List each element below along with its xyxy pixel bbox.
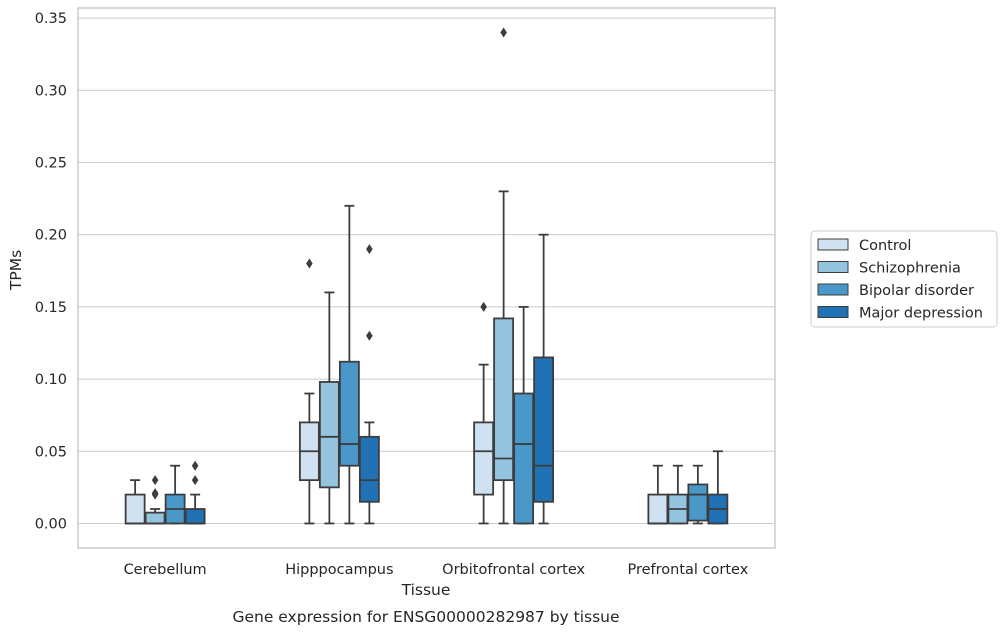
legend-item: Major depression	[817, 306, 983, 322]
chart-caption: Gene expression for ENSG00000282987 by t…	[232, 608, 619, 626]
legend: Control Schizophrenia Bipolar disorder Majo…	[810, 230, 998, 328]
y-tick-label: 0.30	[35, 83, 67, 99]
legend-item: Control	[817, 238, 911, 254]
outlier-point	[151, 488, 159, 499]
y-tick-label: 0.05	[35, 444, 67, 460]
legend-frame	[810, 230, 998, 328]
box-bipolar-disorder	[513, 305, 535, 525]
legend-label: Bipolar disorder	[859, 283, 974, 299]
legend-swatch	[817, 261, 849, 273]
legend-swatch	[817, 283, 849, 296]
box-major-depression	[533, 233, 555, 525]
y-tick-label: 0.15	[35, 300, 67, 316]
outlier-point	[480, 301, 487, 312]
y-tick-label: 0.25	[35, 155, 67, 171]
box-schizophrenia	[667, 464, 689, 525]
x-tick-label: Prefrontal cortex	[627, 562, 748, 578]
legend-swatch	[817, 238, 849, 251]
box-body	[358, 435, 380, 503]
legend-label: Schizophrenia	[859, 261, 961, 277]
y-tick-label: 0.00	[35, 516, 67, 532]
box-bipolar-disorder	[687, 464, 709, 525]
box-body	[473, 421, 495, 496]
legend-label: Major depression	[859, 306, 983, 322]
outlier-point	[191, 460, 199, 471]
box-bipolar-disorder	[164, 464, 186, 525]
box-bipolar-disorder	[338, 204, 360, 525]
y-tick-label: 0.20	[35, 228, 67, 244]
x-axis-label: Tissue	[401, 581, 451, 599]
outlier-point	[366, 330, 373, 341]
outlier-point	[151, 475, 159, 486]
plot-frame	[77, 7, 776, 549]
box-body	[493, 317, 515, 482]
box-control	[298, 258, 320, 525]
legend-item: Schizophrenia	[817, 261, 961, 277]
outlier-point	[500, 27, 507, 38]
box-body	[513, 392, 535, 525]
legend-swatch	[817, 306, 849, 318]
box-major-depression	[358, 244, 380, 525]
box-body	[647, 493, 669, 525]
box-body	[338, 360, 360, 467]
box-control	[647, 464, 669, 525]
outlier-point	[366, 244, 373, 255]
x-tick-label: Orbitofrontal cortex	[442, 562, 585, 578]
outlier-point	[191, 475, 199, 486]
x-tick-label: Hipppocampus	[285, 562, 393, 578]
y-tick-label: 0.35	[35, 11, 67, 27]
y-tick-label: 0.10	[35, 372, 67, 388]
box-major-depression	[184, 460, 206, 525]
box-control	[124, 479, 146, 525]
box-schizophrenia	[318, 291, 340, 525]
box-major-depression	[707, 450, 729, 525]
box-body	[318, 381, 340, 489]
box-body	[687, 483, 709, 522]
box-body	[533, 356, 555, 503]
box-control	[473, 301, 495, 525]
y-axis-label: TPMs	[7, 250, 25, 291]
outlier-point	[306, 258, 313, 269]
box-body	[184, 508, 206, 525]
legend-item: Bipolar disorder	[817, 283, 974, 299]
box-body	[144, 511, 166, 525]
box-schizophrenia	[493, 27, 515, 525]
box-schizophrenia	[144, 475, 166, 525]
x-tick-label: Cerebellum	[124, 562, 207, 578]
legend-label: Control	[859, 238, 911, 254]
box-body	[124, 493, 146, 525]
